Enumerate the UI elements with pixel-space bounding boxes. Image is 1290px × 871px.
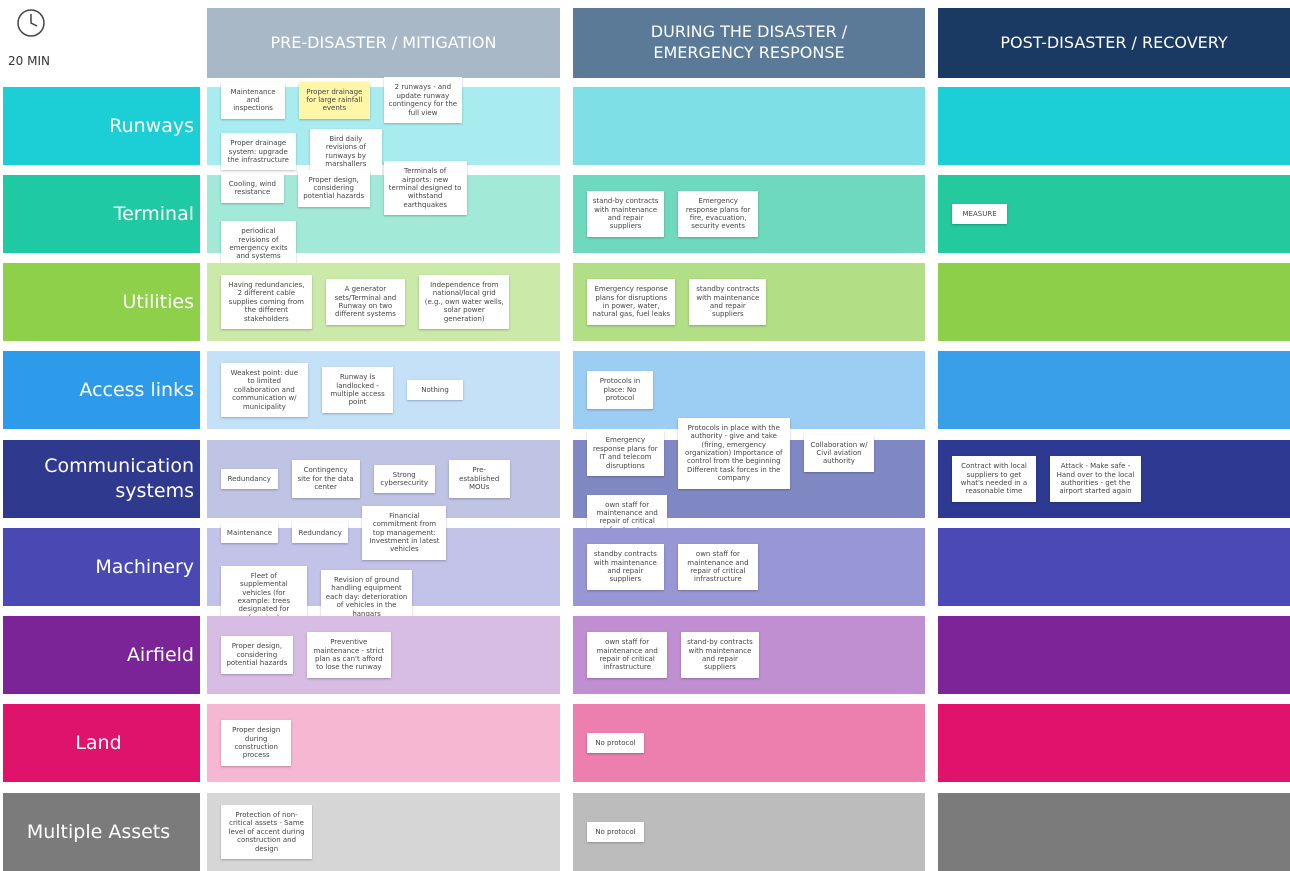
- sticky-note: standby contracts with maintenance and r…: [689, 279, 767, 325]
- cell: MEASURE: [938, 175, 1290, 253]
- sticky-note: stand-by contracts with maintenance and …: [681, 632, 759, 678]
- cell: [938, 87, 1290, 165]
- cell: Emergency response plans for disruptions…: [573, 263, 925, 341]
- sticky-note: Having redundancies, 2 different cable s…: [221, 275, 312, 329]
- sticky-note: Runway is landlocked - multiple access p…: [321, 367, 394, 413]
- sticky-note: Proper design during construction proces…: [221, 720, 292, 766]
- sticky-note: Financial commitment from top management…: [362, 505, 447, 560]
- sticky-note: Proper design, considering potential haz…: [297, 169, 370, 207]
- sticky-note: MEASURE: [952, 203, 1008, 225]
- sticky-note: Independence from national/local grid (e…: [419, 275, 510, 329]
- sticky-note: own staff for maintenance and repair of …: [587, 632, 668, 678]
- cell: [938, 528, 1290, 606]
- cell: No protocol: [573, 704, 925, 782]
- row-label: Machinery: [3, 528, 200, 606]
- sticky-note: stand-by contracts with maintenance and …: [587, 191, 665, 237]
- cell: Having redundancies, 2 different cable s…: [207, 263, 560, 341]
- cell: [938, 351, 1290, 429]
- cell: [938, 263, 1290, 341]
- sticky-note: Protocols in place with the authority - …: [677, 417, 790, 489]
- sticky-note: periodical revisions of emergency exits …: [221, 221, 296, 267]
- sticky-note: Proper drainage for large rainfall event…: [299, 81, 370, 119]
- sticky-note: Terminals of airports: new terminal desi…: [383, 161, 467, 216]
- sticky-note: Maintenance: [221, 522, 278, 544]
- cell: [573, 87, 925, 165]
- clock-icon: [17, 9, 45, 37]
- sticky-note: standby contracts with maintenance and r…: [587, 544, 664, 590]
- timer-label: 20 MIN: [8, 54, 50, 68]
- sticky-note: Strong cybersecurity: [373, 464, 435, 494]
- row-label: Access links: [3, 351, 200, 429]
- sticky-note: Weakest point: due to limited collaborat…: [221, 363, 308, 417]
- cell: [938, 793, 1290, 871]
- sticky-note: Proper drainage system: upgrade the infr…: [221, 133, 296, 171]
- cell: Maintenance Redundancy Financial commitmen…: [207, 505, 560, 629]
- cell: Protection of non-critical assets - Same…: [207, 793, 560, 871]
- cell: Redundancy Contingency site for the data …: [207, 440, 560, 518]
- sticky-note: No protocol: [587, 732, 644, 754]
- cell: stand-by contracts with maintenance and …: [573, 175, 925, 253]
- row-label: Land: [3, 704, 200, 782]
- cell: Emergency response plans for IT and tele…: [573, 417, 925, 541]
- sticky-note: Pre-established MOUs: [448, 460, 510, 498]
- cell: Cooling, wind resistance Proper design, c…: [207, 161, 560, 267]
- sticky-note: own staff for maintenance and repair of …: [677, 544, 759, 590]
- cell: [938, 704, 1290, 782]
- cell: own staff for maintenance and repair of …: [573, 616, 925, 694]
- cell: Proper design during construction proces…: [207, 704, 560, 782]
- row-label: Communication systems: [3, 440, 200, 518]
- sticky-note: No protocol: [587, 821, 644, 843]
- sticky-note: Redundancy: [291, 522, 349, 544]
- sticky-note: Emergency response plans for disruptions…: [587, 279, 676, 325]
- cell: Weakest point: due to limited collaborat…: [207, 351, 560, 429]
- sticky-note: 2 runways - and update runway contingenc…: [383, 77, 463, 123]
- sticky-note: Emergency response plans for IT and tele…: [587, 430, 664, 476]
- cell: Protocols in place: No protocol: [573, 351, 925, 429]
- cell: Maintenance and inspections Proper draina…: [207, 77, 560, 175]
- sticky-note: Attack - Make safe - Hand over to the lo…: [1049, 456, 1142, 502]
- column-header: PRE-DISASTER / MITIGATION: [207, 8, 560, 78]
- row-label: Runways: [3, 87, 200, 165]
- sticky-note: A generator sets/Terminal and Runway on …: [325, 279, 406, 325]
- sticky-note: Bird daily revisions of runways by marsh…: [309, 129, 383, 175]
- row-label: Terminal: [3, 175, 200, 253]
- cell: [938, 616, 1290, 694]
- sticky-note: Proper design, considering potential haz…: [221, 636, 293, 674]
- cell: Proper design, considering potential haz…: [207, 616, 560, 694]
- sticky-note: Maintenance and inspections: [221, 81, 286, 119]
- cell: No protocol: [573, 793, 925, 871]
- sticky-note: Contingency site for the data center: [291, 460, 360, 498]
- sticky-note: Redundancy: [221, 468, 278, 490]
- sticky-note: Preventive maintenance - strict plan as …: [306, 632, 391, 678]
- cell: Contract with local suppliers to get wha…: [938, 440, 1290, 518]
- sticky-note: Protection of non-critical assets - Same…: [221, 805, 313, 859]
- sticky-note: Nothing: [407, 379, 463, 401]
- column-header: POST-DISASTER / RECOVERY: [938, 8, 1290, 78]
- row-label: Utilities: [3, 263, 200, 341]
- sticky-note: Emergency response plans for fire, evacu…: [678, 191, 759, 237]
- column-header: DURING THE DISASTER / EMERGENCY RESPONSE: [573, 8, 925, 78]
- timer: 20 MIN: [8, 8, 68, 68]
- sticky-note: Collaboration w/ Civil aviation authorit…: [803, 434, 875, 472]
- sticky-note: Protocols in place: No protocol: [587, 371, 653, 409]
- sticky-note: Cooling, wind resistance: [221, 173, 284, 203]
- row-label: Airfield: [3, 616, 200, 694]
- sticky-note: Contract with local suppliers to get wha…: [952, 456, 1036, 502]
- sticky-note: Revision of ground handling equipment ea…: [320, 570, 413, 624]
- row-label: Multiple Assets: [3, 793, 200, 871]
- cell: standby contracts with maintenance and r…: [573, 528, 925, 606]
